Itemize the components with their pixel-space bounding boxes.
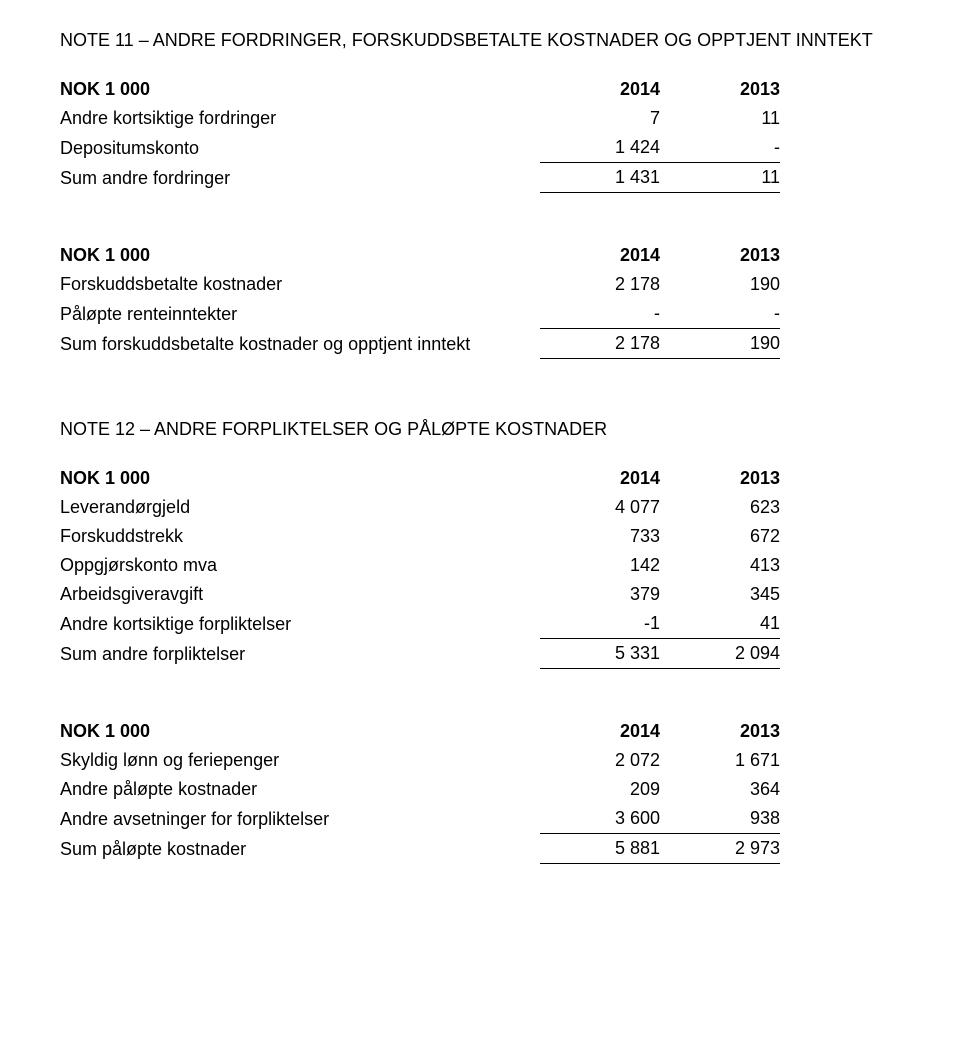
table-total-row: Sum andre forpliktelser 5 331 2 094 — [60, 639, 780, 669]
header-label: NOK 1 000 — [60, 464, 540, 493]
table-header-row: NOK 1 000 2014 2013 — [60, 241, 780, 270]
total-value: 2 094 — [660, 639, 780, 669]
header-year1: 2014 — [540, 717, 660, 746]
table-row: Depositumskonto 1 424 - — [60, 133, 780, 163]
row-value: 7 — [540, 104, 660, 133]
table-total-row: Sum forskuddsbetalte kostnader og opptje… — [60, 329, 780, 359]
row-value: 190 — [660, 270, 780, 299]
row-value: 672 — [660, 522, 780, 551]
table-row: Forskuddsbetalte kostnader 2 178 190 — [60, 270, 780, 299]
header-label: NOK 1 000 — [60, 241, 540, 270]
note11-table-b: NOK 1 000 2014 2013 Forskuddsbetalte kos… — [60, 241, 780, 359]
row-label: Andre påløpte kostnader — [60, 775, 540, 804]
table-row: Andre avsetninger for forpliktelser 3 60… — [60, 804, 780, 834]
row-label: Forskuddstrekk — [60, 522, 540, 551]
row-label: Andre kortsiktige fordringer — [60, 104, 540, 133]
row-label: Arbeidsgiveravgift — [60, 580, 540, 609]
table-row: Påløpte renteinntekter - - — [60, 299, 780, 329]
row-value: 1 424 — [540, 133, 660, 163]
note11-table-a: NOK 1 000 2014 2013 Andre kortsiktige fo… — [60, 75, 780, 193]
total-value: 5 881 — [540, 834, 660, 864]
row-label: Andre avsetninger for forpliktelser — [60, 804, 540, 834]
row-label: Oppgjørskonto mva — [60, 551, 540, 580]
table-row: Andre påløpte kostnader 209 364 — [60, 775, 780, 804]
row-label: Depositumskonto — [60, 133, 540, 163]
note12-title: NOTE 12 – ANDRE FORPLIKTELSER OG PÅLØPTE… — [60, 419, 900, 440]
header-label: NOK 1 000 — [60, 75, 540, 104]
row-value: 41 — [660, 609, 780, 639]
row-value: 364 — [660, 775, 780, 804]
total-value: 5 331 — [540, 639, 660, 669]
header-year1: 2014 — [540, 464, 660, 493]
row-label: Påløpte renteinntekter — [60, 299, 540, 329]
total-value: 2 973 — [660, 834, 780, 864]
table-row: Oppgjørskonto mva 142 413 — [60, 551, 780, 580]
total-label: Sum andre forpliktelser — [60, 639, 540, 669]
row-value: 733 — [540, 522, 660, 551]
row-value: 379 — [540, 580, 660, 609]
table-header-row: NOK 1 000 2014 2013 — [60, 75, 780, 104]
row-value: 345 — [660, 580, 780, 609]
total-value: 2 178 — [540, 329, 660, 359]
row-value: 2 072 — [540, 746, 660, 775]
header-year2: 2013 — [660, 717, 780, 746]
total-label: Sum forskuddsbetalte kostnader og opptje… — [60, 329, 540, 359]
row-label: Forskuddsbetalte kostnader — [60, 270, 540, 299]
row-value: 938 — [660, 804, 780, 834]
table-row: Forskuddstrekk 733 672 — [60, 522, 780, 551]
note11-title: NOTE 11 – ANDRE FORDRINGER, FORSKUDDSBET… — [60, 30, 900, 51]
table-row: Andre kortsiktige forpliktelser -1 41 — [60, 609, 780, 639]
page: NOTE 11 – ANDRE FORDRINGER, FORSKUDDSBET… — [0, 0, 960, 1063]
row-label: Leverandørgjeld — [60, 493, 540, 522]
header-year2: 2013 — [660, 241, 780, 270]
row-value: -1 — [540, 609, 660, 639]
table-row: Arbeidsgiveravgift 379 345 — [60, 580, 780, 609]
table-total-row: Sum påløpte kostnader 5 881 2 973 — [60, 834, 780, 864]
table-row: Leverandørgjeld 4 077 623 — [60, 493, 780, 522]
row-value: - — [660, 133, 780, 163]
row-value: 11 — [660, 104, 780, 133]
header-year1: 2014 — [540, 241, 660, 270]
row-label: Andre kortsiktige forpliktelser — [60, 609, 540, 639]
total-value: 11 — [660, 163, 780, 193]
header-year2: 2013 — [660, 464, 780, 493]
row-value: 4 077 — [540, 493, 660, 522]
total-label: Sum påløpte kostnader — [60, 834, 540, 864]
total-label: Sum andre fordringer — [60, 163, 540, 193]
row-value: 1 671 — [660, 746, 780, 775]
table-header-row: NOK 1 000 2014 2013 — [60, 717, 780, 746]
table-total-row: Sum andre fordringer 1 431 11 — [60, 163, 780, 193]
row-value: - — [660, 299, 780, 329]
table-header-row: NOK 1 000 2014 2013 — [60, 464, 780, 493]
total-value: 1 431 — [540, 163, 660, 193]
note12-table-b: NOK 1 000 2014 2013 Skyldig lønn og feri… — [60, 717, 780, 864]
row-value: 623 — [660, 493, 780, 522]
total-value: 190 — [660, 329, 780, 359]
header-label: NOK 1 000 — [60, 717, 540, 746]
row-value: 142 — [540, 551, 660, 580]
table-row: Skyldig lønn og feriepenger 2 072 1 671 — [60, 746, 780, 775]
header-year2: 2013 — [660, 75, 780, 104]
row-value: 2 178 — [540, 270, 660, 299]
row-value: 209 — [540, 775, 660, 804]
row-value: 3 600 — [540, 804, 660, 834]
row-label: Skyldig lønn og feriepenger — [60, 746, 540, 775]
row-value: - — [540, 299, 660, 329]
table-row: Andre kortsiktige fordringer 7 11 — [60, 104, 780, 133]
row-value: 413 — [660, 551, 780, 580]
header-year1: 2014 — [540, 75, 660, 104]
note12-table-a: NOK 1 000 2014 2013 Leverandørgjeld 4 07… — [60, 464, 780, 669]
